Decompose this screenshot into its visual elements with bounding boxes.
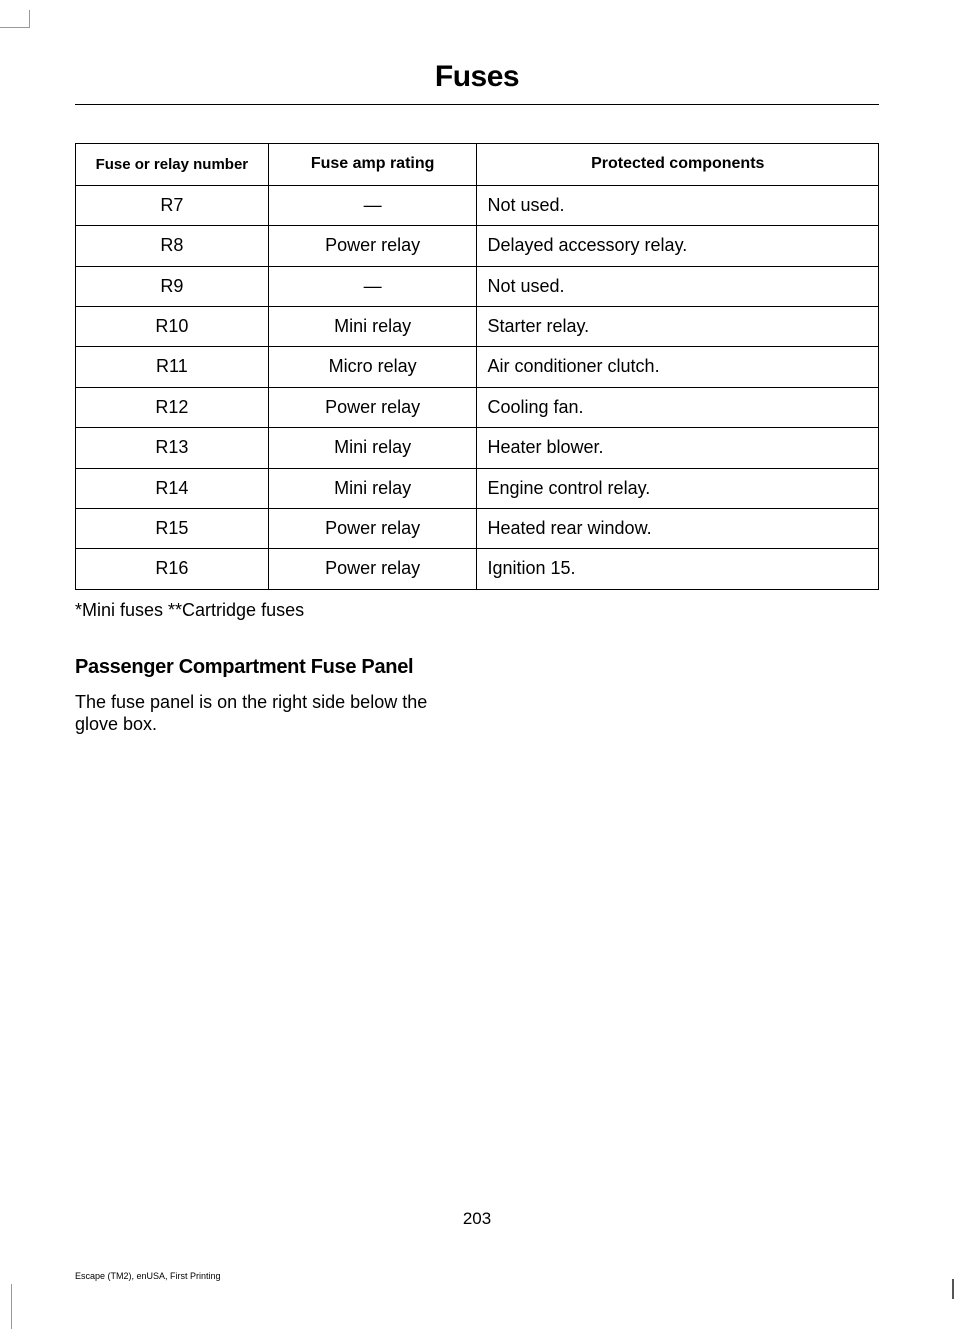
table-row: R11Micro relayAir conditioner clutch. xyxy=(76,347,879,387)
cell: Not used. xyxy=(477,185,879,225)
cell: Ignition 15. xyxy=(477,549,879,589)
cell: Micro relay xyxy=(268,347,477,387)
table-row: R8Power relayDelayed accessory relay. xyxy=(76,226,879,266)
section-body: The fuse panel is on the right side belo… xyxy=(75,691,461,736)
cell: — xyxy=(268,185,477,225)
page-number: 203 xyxy=(0,1209,954,1229)
crop-mark-tl xyxy=(0,10,30,28)
cell: Heated rear window. xyxy=(477,508,879,548)
table-body: R7—Not used. R8Power relayDelayed access… xyxy=(76,185,879,589)
imprint-line: Escape (TM2), enUSA, First Printing xyxy=(75,1271,221,1281)
cell: R14 xyxy=(76,468,269,508)
cell: Delayed accessory relay. xyxy=(477,226,879,266)
section-heading: Passenger Compartment Fuse Panel xyxy=(75,655,461,679)
table-row: R9—Not used. xyxy=(76,266,879,306)
cell: Not used. xyxy=(477,266,879,306)
cell: R10 xyxy=(76,306,269,346)
cell: Mini relay xyxy=(268,468,477,508)
table-row: R12Power relayCooling fan. xyxy=(76,387,879,427)
cell: R16 xyxy=(76,549,269,589)
table-row: R14Mini relayEngine control relay. xyxy=(76,468,879,508)
cell: Cooling fan. xyxy=(477,387,879,427)
cell: R12 xyxy=(76,387,269,427)
cell: R7 xyxy=(76,185,269,225)
cell: Power relay xyxy=(268,226,477,266)
cell: R13 xyxy=(76,428,269,468)
table-footnote: *Mini fuses **Cartridge fuses xyxy=(75,600,879,621)
cell: Power relay xyxy=(268,508,477,548)
cell: R8 xyxy=(76,226,269,266)
cell: R15 xyxy=(76,508,269,548)
table-header-row: Fuse or relay number Fuse amp rating Pro… xyxy=(76,144,879,186)
crop-mark-bl xyxy=(0,1284,12,1329)
fuse-table: Fuse or relay number Fuse amp rating Pro… xyxy=(75,143,879,590)
col-header-rating: Fuse amp rating xyxy=(268,144,477,186)
cell: Heater blower. xyxy=(477,428,879,468)
cell: Mini relay xyxy=(268,306,477,346)
cell: Mini relay xyxy=(268,428,477,468)
page-title: Fuses xyxy=(75,60,879,105)
col-header-components: Protected components xyxy=(477,144,879,186)
cell: Power relay xyxy=(268,549,477,589)
cell: — xyxy=(268,266,477,306)
table-row: R7—Not used. xyxy=(76,185,879,225)
cell: R9 xyxy=(76,266,269,306)
cell: Starter relay. xyxy=(477,306,879,346)
table-row: R16Power relayIgnition 15. xyxy=(76,549,879,589)
cell: Power relay xyxy=(268,387,477,427)
cell: Engine control relay. xyxy=(477,468,879,508)
table-row: R10Mini relayStarter relay. xyxy=(76,306,879,346)
cell: Air conditioner clutch. xyxy=(477,347,879,387)
table-row: R15Power relayHeated rear window. xyxy=(76,508,879,548)
cell: R11 xyxy=(76,347,269,387)
col-header-number: Fuse or relay number xyxy=(76,144,269,186)
table-row: R13Mini relayHeater blower. xyxy=(76,428,879,468)
